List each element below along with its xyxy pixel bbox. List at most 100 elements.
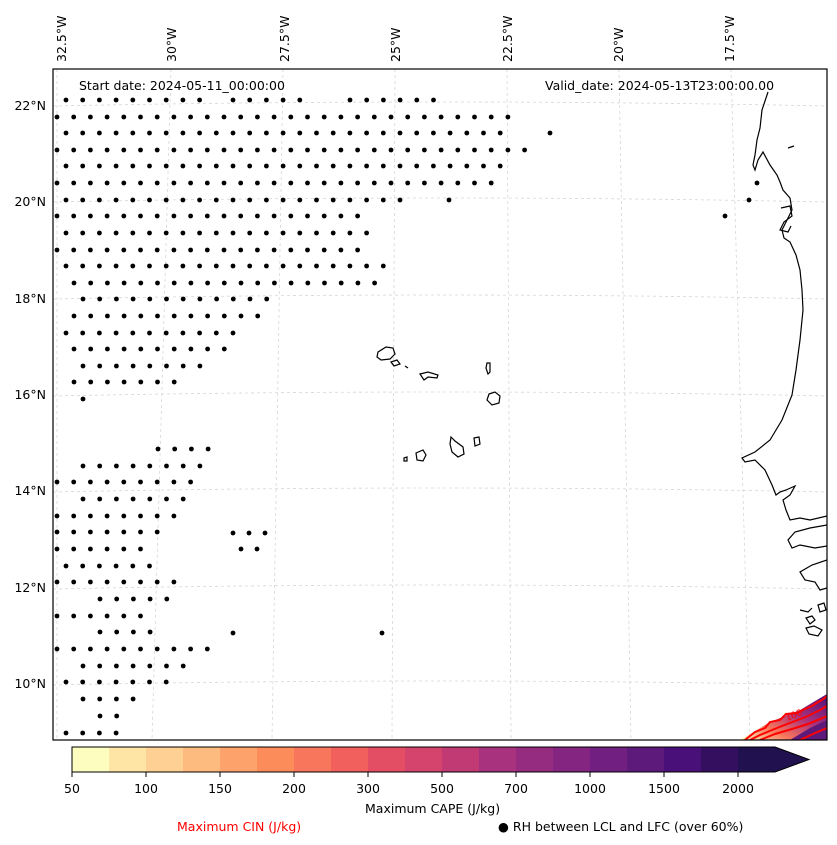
rh-dot — [80, 463, 86, 469]
colorbar-tick-label: 300 — [356, 781, 380, 796]
rh-dot — [188, 313, 194, 319]
rh-dot — [180, 197, 186, 203]
rh-dot — [138, 213, 143, 219]
rh-dot — [97, 263, 102, 269]
rh-dot — [197, 296, 203, 302]
parallel-18n — [53, 294, 827, 300]
rh-dot — [288, 114, 294, 120]
rh-dot — [204, 213, 210, 219]
rh-dot — [138, 247, 143, 253]
rh-dot — [188, 280, 194, 286]
rh-dot — [180, 97, 186, 103]
rh-dot — [238, 114, 244, 120]
rh-dot — [121, 646, 127, 652]
rh-dot — [197, 230, 203, 236]
rh-dot — [297, 263, 303, 269]
rh-dot — [97, 330, 102, 336]
rh-dot — [80, 230, 86, 236]
rh-dot — [197, 263, 203, 269]
rh-dot — [80, 197, 86, 203]
rh-dot — [330, 163, 336, 169]
rh-dot — [97, 730, 102, 736]
colorbar-segment — [442, 747, 480, 772]
colorbar-segment — [183, 747, 221, 772]
island-santo-antao — [376, 346, 396, 361]
rh-dot — [54, 114, 60, 120]
rh-dot — [371, 180, 377, 186]
colorbar-segment — [553, 747, 591, 772]
rh-dot — [180, 296, 186, 302]
rh-dot — [154, 147, 160, 153]
colorbar-tick-label: 500 — [430, 781, 454, 796]
rh-dot — [113, 230, 119, 236]
rh-dot-layer — [54, 97, 760, 736]
rh-dot — [380, 163, 386, 169]
rh-dot — [547, 130, 553, 136]
rh-dot — [147, 97, 152, 103]
lon-label-32-5w: 32.5°W — [54, 15, 69, 62]
rh-dot — [221, 147, 227, 153]
rh-dot — [447, 163, 453, 169]
rh-dot — [213, 163, 219, 169]
rh-dot — [180, 263, 186, 269]
rh-dot — [381, 97, 386, 103]
colorbar-tick-label: 700 — [504, 781, 528, 796]
rh-dot — [397, 197, 403, 203]
island-sao-vicente — [390, 359, 401, 367]
rh-dot — [188, 213, 194, 219]
rh-dot — [121, 479, 127, 485]
rh-dot — [88, 213, 93, 219]
rh-dot — [54, 513, 60, 519]
rh-dot — [255, 313, 261, 319]
rh-dot — [338, 247, 344, 253]
rh-legend-label: RH between LCL and LFC (over 60%) — [512, 819, 744, 834]
rh-dot — [114, 713, 120, 719]
rh-dot — [163, 330, 169, 336]
rh-dot — [80, 363, 86, 369]
colorbar-label: Maximum CAPE (J/kg) — [365, 801, 501, 816]
rh-dot — [364, 230, 369, 236]
rh-dot — [63, 230, 69, 236]
rh-dot — [172, 446, 178, 452]
rh-dot — [63, 163, 69, 169]
start-date-label: Start date: 2024-05-11_00:00:00 — [79, 78, 285, 93]
colorbar-segment — [479, 747, 517, 772]
rh-dot — [213, 330, 219, 336]
rh-dot — [71, 579, 77, 585]
colorbar-segment — [627, 747, 665, 772]
rh-dot — [163, 130, 169, 136]
rh-dot — [497, 163, 503, 169]
rh-dot — [280, 97, 286, 103]
rh-dot — [472, 147, 477, 153]
rh-dot — [288, 180, 294, 186]
rh-dot — [305, 114, 310, 120]
rh-dot — [154, 579, 160, 585]
rh-dot — [197, 463, 203, 469]
rh-dot — [88, 513, 93, 519]
rh-dot — [88, 346, 94, 352]
rh-dot — [205, 313, 211, 319]
rh-dot — [154, 479, 160, 485]
rh-dot — [364, 163, 369, 169]
rh-dot — [414, 130, 420, 136]
parallel-10n — [53, 680, 827, 686]
rh-dot — [214, 296, 220, 302]
map-frame — [52, 68, 828, 741]
cin-legend-label: Maximum CIN (J/kg) — [177, 819, 302, 834]
rh-dot — [147, 463, 153, 469]
rh-dot — [481, 163, 486, 169]
rh-dot — [238, 213, 244, 219]
rh-dot — [130, 296, 136, 302]
rh-dot — [264, 163, 269, 169]
rh-dot — [371, 114, 377, 120]
rh-dot — [272, 280, 277, 286]
rh-dot — [105, 313, 110, 319]
rh-dot — [297, 163, 303, 169]
rh-dot — [355, 147, 360, 153]
rh-dot — [71, 379, 77, 385]
rh-dot — [88, 479, 93, 485]
rh-dot — [88, 529, 93, 535]
rh-dot — [338, 147, 344, 153]
rh-dot — [330, 263, 336, 269]
rh-dot — [147, 496, 153, 502]
